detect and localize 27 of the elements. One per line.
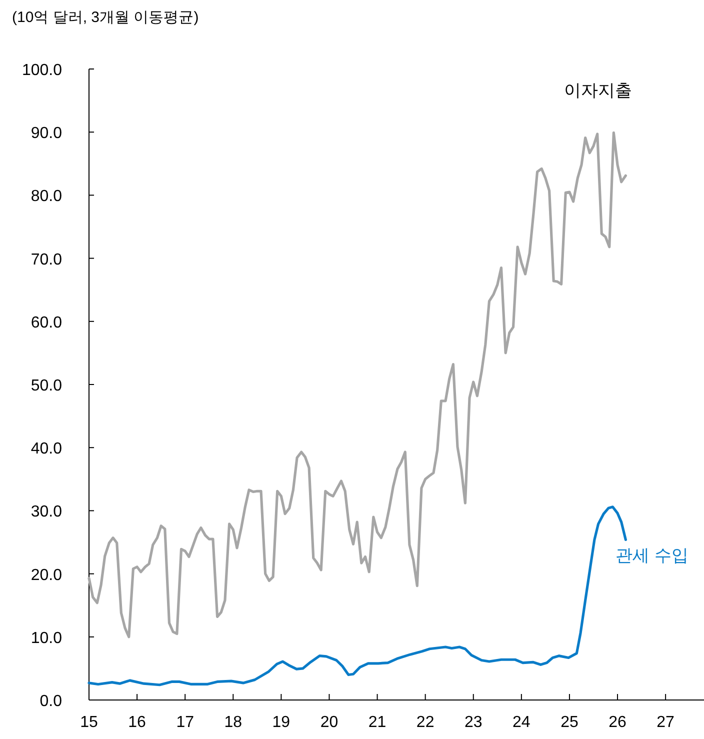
- y-tick-label: 90.0: [30, 125, 62, 142]
- y-axis-title: (10억 달러, 3개월 이동평균): [12, 9, 199, 26]
- x-tick-label: 27: [656, 714, 675, 731]
- x-tick-label: 21: [368, 714, 386, 731]
- y-tick-label: 80.0: [30, 188, 62, 206]
- y-tick-label: 20.0: [30, 566, 62, 584]
- x-tick-label: 24: [512, 714, 530, 731]
- y-tick-label: 100.0: [22, 62, 62, 79]
- y-tick-label: 0.0: [40, 693, 62, 710]
- y-tick-label: 50.0: [30, 378, 62, 394]
- x-tick-label: 19: [272, 714, 290, 731]
- x-tick-label: 23: [464, 714, 482, 731]
- y-tick-label: 70.0: [30, 251, 62, 268]
- x-tick-label: 25: [560, 714, 578, 731]
- text: 이자지출: [564, 81, 632, 100]
- x-tick-label: 17: [176, 714, 194, 731]
- y-tick-label: 40.0: [30, 440, 62, 458]
- x-tick-label: 15: [80, 714, 98, 731]
- x-tick-label: 16: [128, 714, 146, 731]
- y-tick-label: 10.0: [30, 630, 62, 647]
- x-tick-label: 18: [224, 714, 242, 731]
- x-tick-label: 22: [416, 714, 434, 731]
- x-tick-label: 20: [320, 714, 338, 731]
- y-tick-label: 60.0: [30, 314, 62, 332]
- series-label: 관세 수입: [616, 546, 688, 565]
- y-tick-label: 30.0: [30, 504, 62, 521]
- x-tick-label: 26: [608, 714, 627, 731]
